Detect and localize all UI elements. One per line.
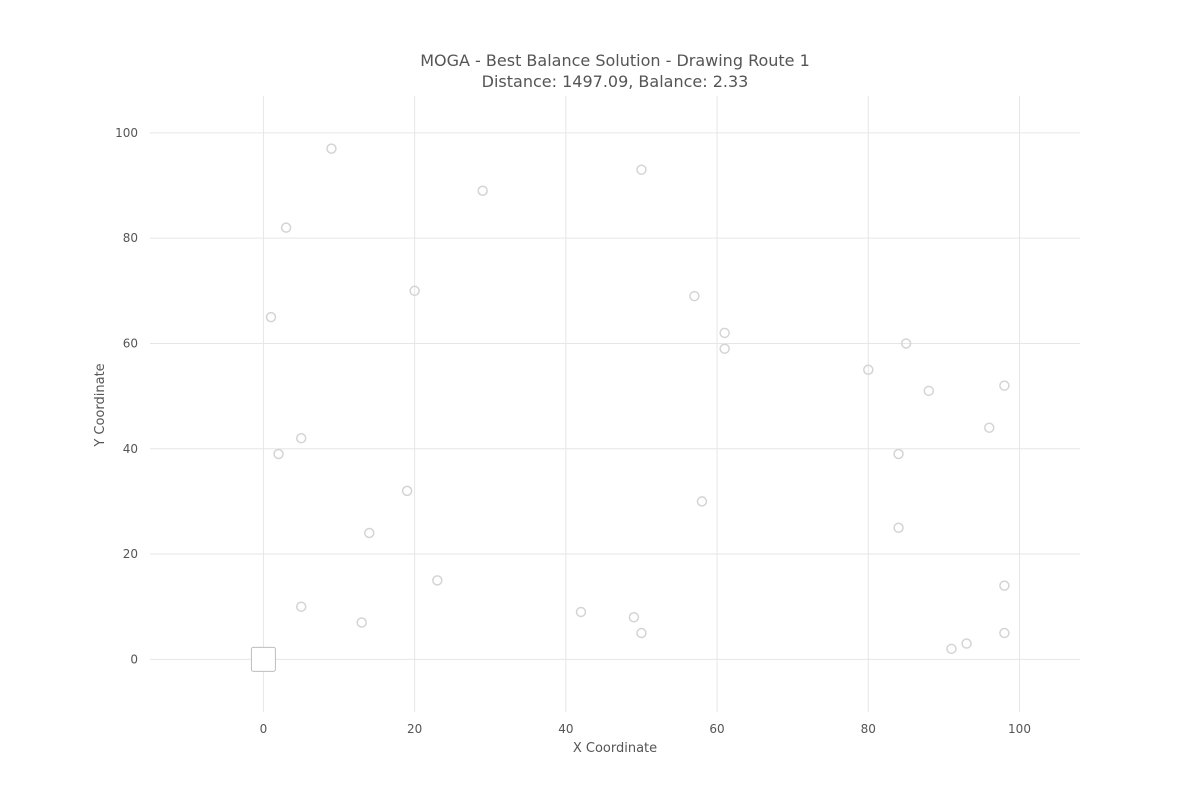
data-point — [923, 385, 935, 397]
data-point — [401, 485, 413, 497]
tick-labels: 0 20 40 60 80 100 0 20 40 60 80 100 — [115, 126, 1031, 736]
data-points — [265, 143, 1010, 655]
data-point — [409, 285, 420, 297]
data-point — [628, 611, 640, 623]
data-point — [900, 338, 912, 349]
x-axis-label: X Coordinate — [573, 741, 657, 756]
data-point — [477, 185, 488, 197]
x-tick-label: 60 — [709, 722, 724, 736]
data-point — [432, 575, 443, 586]
y-tick-label: 40 — [123, 442, 138, 456]
data-point — [719, 343, 730, 354]
data-point — [295, 601, 307, 612]
chart-title-line-2: Distance: 1497.09, Balance: 2.33 — [482, 72, 749, 91]
y-axis-label: Y Coordinate — [93, 363, 108, 447]
data-point — [295, 432, 307, 444]
chart-title-line-1: MOGA - Best Balance Solution - Drawing R… — [420, 51, 810, 70]
data-point — [863, 364, 874, 376]
grid — [150, 96, 1080, 712]
data-point — [719, 327, 730, 339]
y-tick-label: 0 — [130, 652, 138, 666]
x-tick-label: 0 — [260, 722, 268, 736]
data-point — [999, 580, 1010, 591]
data-point — [946, 643, 957, 655]
y-tick-label: 60 — [123, 336, 138, 350]
data-point — [356, 617, 367, 628]
x-tick-label: 20 — [407, 722, 422, 736]
x-tick-label: 40 — [558, 722, 573, 736]
data-point — [893, 448, 904, 460]
data-point — [893, 522, 904, 533]
data-point — [696, 496, 708, 507]
data-point — [575, 606, 587, 618]
data-point — [273, 448, 284, 460]
data-point — [636, 627, 647, 639]
data-point — [326, 143, 337, 154]
data-point — [984, 422, 995, 433]
data-point — [364, 527, 375, 539]
y-tick-label: 100 — [115, 126, 138, 140]
depot-marker — [250, 646, 276, 672]
data-point — [636, 164, 647, 175]
y-tick-label: 20 — [123, 547, 138, 561]
x-tick-label: 100 — [1008, 722, 1031, 736]
data-point — [999, 380, 1010, 391]
data-point — [999, 627, 1010, 639]
data-point — [961, 638, 972, 649]
depot — [250, 646, 276, 672]
data-point — [280, 222, 292, 233]
y-tick-label: 80 — [123, 231, 138, 245]
data-point — [689, 290, 700, 302]
data-point — [265, 311, 277, 323]
x-tick-label: 80 — [861, 722, 876, 736]
